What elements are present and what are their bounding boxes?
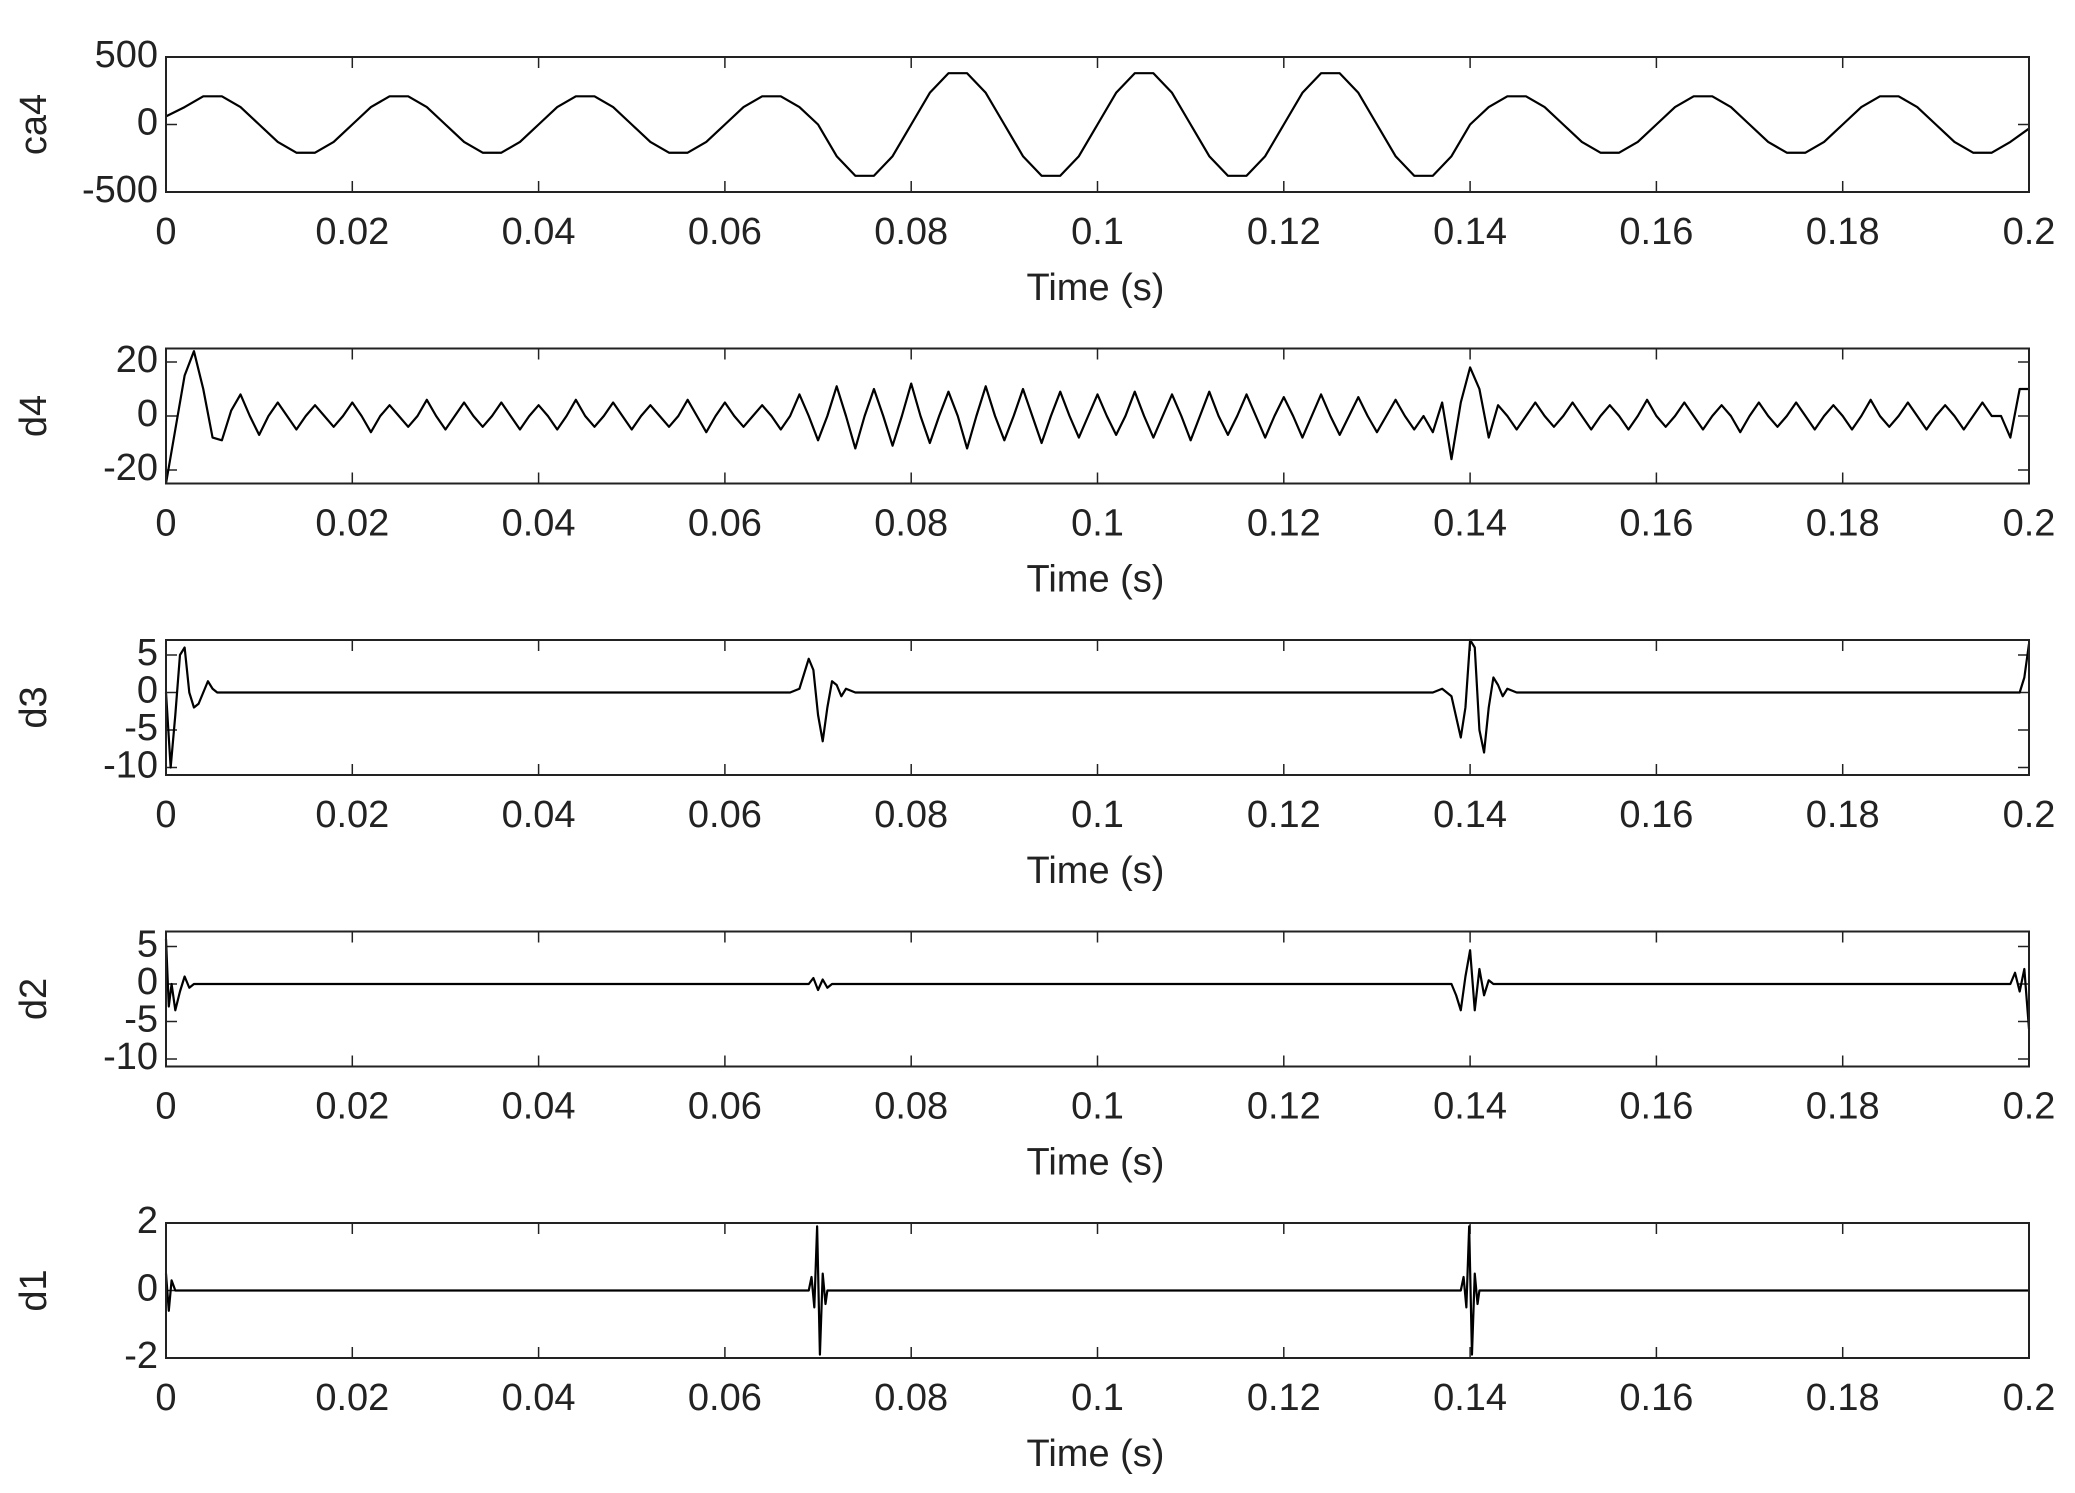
y-tick-label: -2: [124, 1335, 158, 1377]
x-tick-label: 0.02: [315, 1086, 389, 1128]
x-tick-label: 0.2: [2003, 1377, 2056, 1419]
x-tick-label: 0.1: [1071, 794, 1124, 836]
axes-box: [165, 56, 2030, 193]
y-tick-label: -10: [103, 1036, 158, 1078]
x-tick-label: 0.06: [688, 794, 762, 836]
x-tick-label: 0.02: [315, 1377, 389, 1419]
x-tick-label: 0.12: [1247, 503, 1321, 545]
y-tick-label: 0: [137, 961, 158, 1003]
y-tick-label: 0: [137, 670, 158, 712]
x-tick-label: 0.1: [1071, 503, 1124, 545]
x-tick-label: 0.18: [1806, 503, 1880, 545]
x-tick-label: 0.04: [502, 211, 576, 253]
x-tick-label: 0.1: [1071, 1086, 1124, 1128]
x-tick-label: 0.02: [315, 503, 389, 545]
x-axis-label: Time (s): [1027, 1433, 1165, 1475]
x-tick-label: 0: [155, 211, 176, 253]
signal-line: [164, 1225, 2029, 1356]
x-tick-label: 0.18: [1806, 1086, 1880, 1128]
x-tick-label: 0: [155, 794, 176, 836]
x-tick-label: 0.1: [1071, 211, 1124, 253]
x-tick-label: 0.14: [1433, 211, 1507, 253]
x-tick-label: 0.06: [688, 1086, 762, 1128]
y-axis-label: ca4: [13, 94, 55, 155]
axes-box: [165, 639, 2030, 776]
x-tick-label: 0.06: [688, 211, 762, 253]
x-tick-label: 0.16: [1619, 794, 1693, 836]
signal-line: [165, 72, 2030, 177]
x-tick-label: 0.12: [1247, 794, 1321, 836]
x-tick-label: 0.14: [1433, 1086, 1507, 1128]
y-axis-label: d3: [13, 686, 55, 728]
y-axis-label: d1: [13, 1269, 55, 1311]
x-tick-label: 0.2: [2003, 211, 2056, 253]
x-tick-label: 0.14: [1433, 503, 1507, 545]
signal-line: [164, 638, 2031, 769]
y-axis-label: d2: [13, 978, 55, 1020]
x-tick-label: 0.04: [502, 794, 576, 836]
x-tick-label: 0.02: [315, 211, 389, 253]
x-axis-label: Time (s): [1027, 559, 1165, 601]
signal-line: [164, 350, 2029, 484]
x-tick-label: 0: [155, 503, 176, 545]
x-tick-label: 0.08: [874, 1377, 948, 1419]
x-tick-label: 0.06: [688, 503, 762, 545]
x-tick-label: 0.06: [688, 1377, 762, 1419]
y-tick-label: -20: [103, 447, 158, 489]
x-axis-label: Time (s): [1027, 267, 1165, 309]
x-tick-label: 0: [155, 1377, 176, 1419]
x-tick-label: 0.02: [315, 794, 389, 836]
x-axis-label: Time (s): [1027, 850, 1165, 892]
y-tick-label: -5: [124, 999, 158, 1041]
plot-area: [166, 640, 2029, 775]
x-tick-label: 0: [155, 1086, 176, 1128]
x-tick-label: 0.1: [1071, 1377, 1124, 1419]
y-tick-label: 2: [137, 1200, 158, 1242]
signal-line: [164, 938, 2031, 1030]
x-tick-label: 0.16: [1619, 503, 1693, 545]
x-tick-label: 0.12: [1247, 211, 1321, 253]
y-tick-label: 0: [137, 393, 158, 435]
y-axis-label: d4: [13, 395, 55, 437]
axes-box: [165, 930, 2030, 1068]
x-tick-label: 0.16: [1619, 211, 1693, 253]
y-tick-label: 0: [137, 102, 158, 144]
y-tick-label: 0: [137, 1268, 158, 1310]
x-tick-label: 0.08: [874, 794, 948, 836]
x-tick-label: 0.08: [874, 503, 948, 545]
x-tick-label: 0.16: [1619, 1086, 1693, 1128]
x-tick-label: 0.2: [2003, 794, 2056, 836]
x-tick-label: 0.04: [502, 503, 576, 545]
y-tick-label: -5: [124, 707, 158, 749]
x-tick-label: 0.16: [1619, 1377, 1693, 1419]
plot-area: [166, 348, 2029, 484]
axes-box: [165, 1222, 2030, 1359]
x-tick-label: 0.08: [874, 211, 948, 253]
x-tick-label: 0.2: [2003, 503, 2056, 545]
x-tick-label: 0.04: [502, 1086, 576, 1128]
x-tick-label: 0.04: [502, 1377, 576, 1419]
y-tick-label: -500: [82, 169, 158, 211]
x-tick-label: 0.14: [1433, 794, 1507, 836]
x-tick-label: 0.08: [874, 1086, 948, 1128]
x-tick-label: 0.18: [1806, 794, 1880, 836]
x-tick-label: 0.12: [1247, 1086, 1321, 1128]
y-tick-label: 5: [137, 924, 158, 966]
x-tick-label: 0.18: [1806, 1377, 1880, 1419]
x-tick-label: 0.12: [1247, 1377, 1321, 1419]
axes-box: [165, 347, 2030, 485]
x-tick-label: 0.14: [1433, 1377, 1507, 1419]
x-tick-label: 0.2: [2003, 1086, 2056, 1128]
x-tick-label: 0.18: [1806, 211, 1880, 253]
x-axis-label: Time (s): [1027, 1142, 1165, 1184]
y-tick-label: 20: [116, 339, 158, 381]
plot-area: [166, 931, 2029, 1067]
y-tick-label: -10: [103, 745, 158, 787]
y-tick-label: 500: [95, 34, 158, 76]
y-tick-label: 5: [137, 632, 158, 674]
